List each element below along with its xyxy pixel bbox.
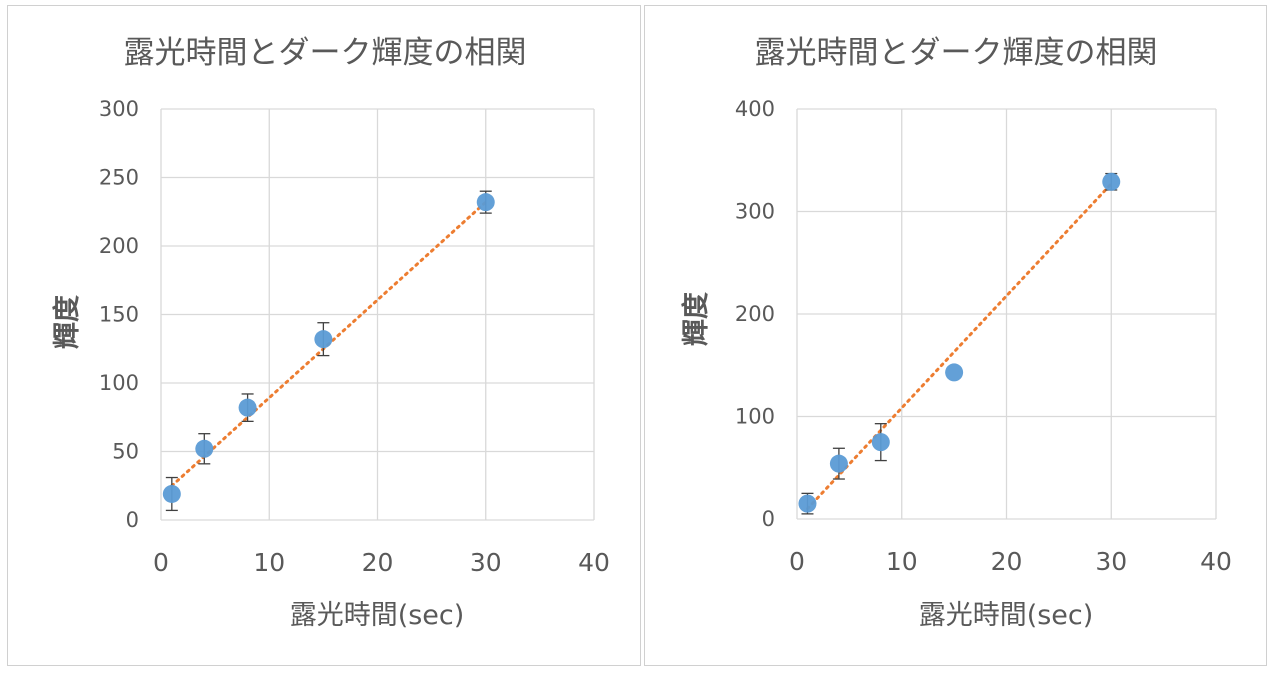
data-point [829, 454, 848, 473]
chart-panel-2: 露光時間とダーク輝度の相関 露光時間(sec) 輝度 0 100 200 300 400… [644, 5, 1267, 666]
y-tick-label: 50 [112, 440, 139, 464]
x-axis-label: 露光時間(sec) [290, 600, 465, 631]
y-tick-label: 100 [735, 405, 775, 429]
gridlines [796, 108, 1217, 520]
x-tick-label: 20 [991, 547, 1023, 576]
chart-1: 露光時間とダーク輝度の相関 露光時間(sec) 輝度 0501001502002… [51, 35, 610, 631]
data-point [798, 494, 817, 513]
data-point [238, 398, 257, 417]
y-tick-label: 0 [126, 508, 139, 532]
chart-title: 露光時間とダーク輝度の相関 [124, 35, 527, 71]
x-tick-label: 30 [1095, 547, 1127, 576]
y-axis-label: 輝度 [680, 292, 712, 346]
y-tick-label: 0 [762, 507, 775, 531]
y-tick-label: 300 [99, 97, 139, 121]
trendline [805, 182, 1113, 511]
x-tick-label: 40 [1200, 547, 1232, 576]
y-tick-label: 200 [99, 234, 139, 258]
y-tick-label: 400 [735, 97, 775, 121]
data-point [945, 363, 964, 382]
x-tick-label: 0 [153, 548, 169, 577]
chart-panel-1: 露光時間とダーク輝度の相関 露光時間(sec) 輝度 0 50 100 150 200 2… [7, 5, 641, 666]
y-tick-label: 300 [735, 200, 775, 224]
chart-2: 露光時間とダーク輝度の相関 露光時間(sec) 輝度 0100200300400… [680, 35, 1232, 631]
x-tick-label: 40 [578, 548, 610, 577]
data-point [314, 330, 333, 349]
y-axis-label: 輝度 [51, 295, 83, 349]
y-tick-label: 100 [99, 371, 139, 395]
data-point [871, 433, 890, 452]
y-tick-label: 150 [99, 303, 139, 327]
x-tick-label: 0 [789, 547, 805, 576]
error-bars [801, 172, 1118, 515]
data-points [162, 193, 495, 503]
x-tick-label: 10 [253, 548, 285, 577]
x-tick-label: 30 [470, 548, 502, 577]
y-tick-label: 200 [735, 302, 775, 326]
data-point [476, 193, 495, 212]
gridlines [160, 108, 595, 521]
chart-title: 露光時間とダーク輝度の相関 [755, 35, 1158, 71]
data-point [195, 439, 214, 458]
y-tick-label: 250 [99, 166, 139, 190]
trendline-layer [805, 182, 1113, 511]
x-axis-label: 露光時間(sec) [919, 600, 1094, 631]
tick-labels: 0 100 200 300 400 0 10 20 30 40 [735, 97, 1232, 576]
data-points [798, 172, 1121, 513]
x-tick-label: 10 [886, 547, 918, 576]
tick-labels: 0 50 100 150 200 250 300 0 10 20 30 40 [99, 97, 610, 577]
data-point [1102, 172, 1121, 191]
x-tick-label: 20 [362, 548, 394, 577]
data-point [162, 484, 181, 503]
